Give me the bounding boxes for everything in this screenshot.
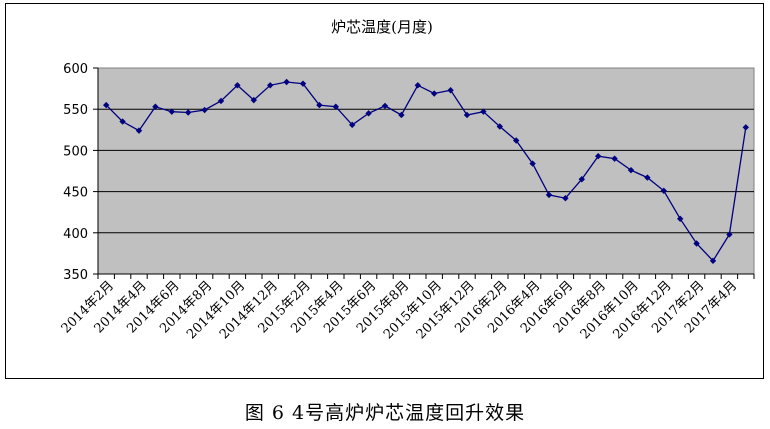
data-point	[611, 155, 618, 162]
data-point	[677, 215, 684, 222]
y-tick-label: 400	[63, 227, 88, 242]
data-point	[316, 101, 323, 109]
data-point	[168, 108, 175, 115]
data-point	[103, 101, 110, 109]
data-point	[709, 257, 717, 265]
data-point	[250, 96, 257, 104]
data-point	[463, 111, 471, 119]
data-point	[660, 187, 667, 194]
data-point	[627, 166, 635, 174]
data-point	[152, 103, 159, 110]
data-point	[414, 82, 421, 89]
data-point	[365, 110, 372, 117]
data-point	[299, 80, 307, 87]
data-point	[267, 82, 274, 89]
data-point	[545, 191, 553, 199]
data-point	[332, 103, 339, 110]
data-point	[578, 176, 585, 183]
y-tick-label: 550	[63, 103, 88, 118]
y-tick-label: 450	[63, 186, 88, 201]
data-point	[349, 121, 356, 129]
data-point	[381, 102, 389, 110]
data-point	[398, 111, 405, 119]
data-point	[283, 78, 290, 86]
data-point	[135, 127, 143, 134]
plot-background	[97, 67, 755, 275]
data-point	[217, 97, 225, 105]
data-point	[693, 240, 700, 247]
data-point	[447, 87, 454, 94]
y-tick-label: 600	[63, 62, 88, 77]
data-point	[529, 160, 536, 167]
series-line	[105, 81, 747, 262]
chart: 炉芯温度(月度) 3504004505005506002014年2月2014年4…	[59, 18, 755, 342]
data-point	[119, 118, 126, 125]
data-point	[185, 109, 192, 116]
chart-title: 炉芯温度(月度)	[331, 18, 433, 36]
plot-area: 3504004505005506002014年2月2014年4月2014年6月2…	[59, 62, 755, 342]
data-point	[513, 137, 520, 144]
data-point	[742, 124, 749, 131]
data-point	[562, 194, 569, 202]
data-point	[644, 174, 651, 181]
y-tick-label: 350	[63, 268, 88, 283]
data-point	[480, 108, 487, 115]
data-point	[431, 90, 438, 97]
data-point	[201, 106, 208, 114]
data-point	[726, 231, 733, 238]
data-point	[595, 152, 602, 160]
figure-caption: 图 6 4号高炉炉芯温度回升效果	[244, 402, 526, 424]
y-tick-label: 500	[63, 144, 88, 159]
data-point	[496, 123, 503, 130]
data-point	[234, 82, 241, 89]
